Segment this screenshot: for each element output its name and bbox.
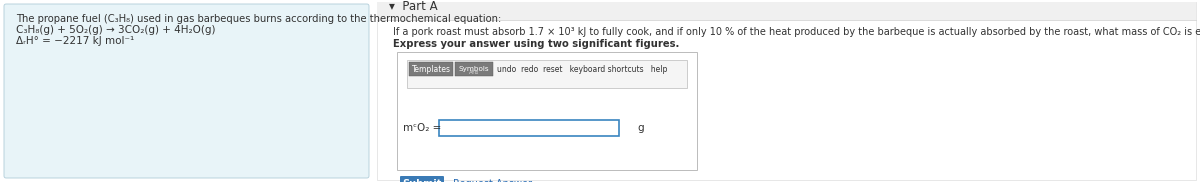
Text: Request Answer: Request Answer [454, 179, 532, 182]
Text: The propane fuel (C₃H₈) used in gas barbeques burns according to the thermochemi: The propane fuel (C₃H₈) used in gas barb… [16, 14, 502, 24]
Text: C₃H₈(g) + 5O₂(g) → 3CO₂(g) + 4H₂O(g): C₃H₈(g) + 5O₂(g) → 3CO₂(g) + 4H₂O(g) [16, 25, 216, 35]
Text: ▾  Part A: ▾ Part A [389, 1, 438, 13]
Text: Symbols: Symbols [458, 66, 490, 72]
Text: Submit: Submit [402, 179, 442, 182]
FancyBboxPatch shape [455, 62, 493, 76]
FancyBboxPatch shape [4, 4, 370, 178]
FancyBboxPatch shape [377, 2, 1196, 180]
Text: Express your answer using two significant figures.: Express your answer using two significan… [394, 39, 679, 49]
Text: mᶜO₂ =: mᶜO₂ = [403, 123, 442, 133]
Text: ΔᵣH° = −2217 kJ mol⁻¹: ΔᵣH° = −2217 kJ mol⁻¹ [16, 36, 134, 46]
FancyBboxPatch shape [400, 176, 444, 182]
FancyBboxPatch shape [397, 52, 697, 170]
Text: undo  redo  reset   keyboard shortcuts   help: undo redo reset keyboard shortcuts help [497, 64, 667, 74]
Text: AYα: AYα [469, 70, 479, 74]
Text: g: g [637, 123, 643, 133]
FancyBboxPatch shape [439, 120, 619, 136]
Text: Templates: Templates [412, 64, 450, 74]
Bar [377, 2, 1196, 20]
Text: If a pork roast must absorb 1.7 × 10³ kJ to fully cook, and if only 10 % of the : If a pork roast must absorb 1.7 × 10³ kJ… [394, 27, 1200, 37]
FancyBboxPatch shape [407, 60, 686, 88]
FancyBboxPatch shape [409, 62, 454, 76]
